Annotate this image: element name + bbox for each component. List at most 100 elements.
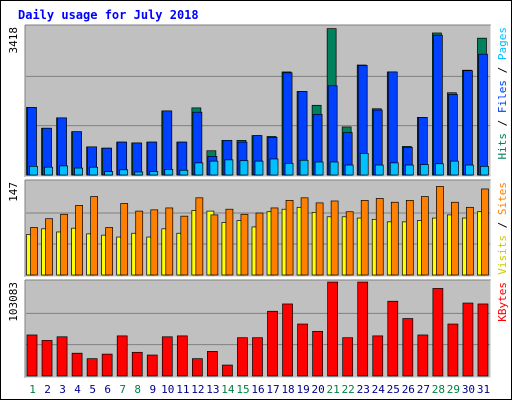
bar-pages (149, 171, 159, 176)
x-tick-label: 30 (462, 383, 475, 396)
x-tick-label: 17 (266, 383, 279, 396)
bar-sites (360, 199, 369, 276)
legend-separator: / (496, 215, 509, 235)
bar-pages (284, 162, 294, 176)
bar-kbytes (161, 336, 173, 377)
bar-sites (390, 201, 399, 276)
bar-sites (30, 227, 38, 276)
bar-pages (299, 159, 309, 176)
bar-sites (180, 215, 189, 276)
bar-sites (436, 186, 444, 276)
bar-pages (374, 164, 384, 176)
chart-panels: 3418 Hits / Files / Pages 147 Visits / Site… (7, 24, 509, 379)
x-tick-label: 21 (327, 383, 340, 396)
x-tick-label: 23 (357, 383, 370, 396)
bar-pages (29, 165, 38, 176)
legend-entry: Hits (496, 133, 509, 160)
bar-kbytes (252, 337, 263, 377)
bar-sites (375, 198, 384, 276)
bar-kbytes (146, 354, 158, 377)
bar-sites (135, 210, 144, 276)
x-tick-label: 29 (447, 383, 460, 396)
bar-kbytes (477, 303, 489, 377)
panel-legend: Hits / Files / Pages (496, 27, 509, 160)
y-max-label: 147 (7, 182, 20, 202)
bar-kbytes (41, 340, 53, 377)
bar-pages (194, 162, 204, 176)
legend-entry: Files (496, 80, 509, 113)
bar-pages (59, 165, 68, 176)
legend-entry: KBytes (496, 282, 509, 322)
x-tick-label: 9 (149, 383, 156, 396)
bar-sites (120, 203, 129, 276)
bar-pages (419, 164, 429, 176)
bar-sites (240, 213, 249, 276)
bar-pages (269, 158, 279, 176)
bar-files (387, 71, 398, 176)
bar-sites (195, 197, 204, 276)
bar-kbytes (417, 334, 429, 377)
bar-kbytes (192, 358, 203, 377)
x-tick-label: 1 (29, 383, 36, 396)
x-tick-label: 15 (236, 383, 249, 396)
bar-sites (345, 211, 354, 276)
bar-sites (451, 201, 459, 276)
panel-hits-files-pages: 3418 Hits / Files / Pages (7, 24, 509, 178)
bar-files (433, 34, 443, 176)
bar-kbytes (282, 303, 293, 377)
x-tick-label: 6 (104, 383, 111, 396)
bar-sites (255, 212, 264, 276)
bar-sites (270, 207, 279, 276)
bar-sites (60, 213, 68, 276)
bar-kbytes (312, 330, 323, 377)
bar-kbytes (462, 302, 474, 377)
bar-kbytes (297, 323, 308, 377)
bar-files (132, 142, 143, 176)
bar-pages (314, 161, 324, 176)
x-tick-label: 5 (89, 383, 96, 396)
bar-pages (104, 171, 114, 176)
x-tick-label: 22 (342, 383, 355, 396)
legend-separator: / (496, 113, 509, 133)
x-tick-label: 20 (312, 383, 325, 396)
bar-kbytes (56, 336, 68, 377)
bar-sites (300, 197, 309, 276)
bar-pages (480, 165, 489, 176)
bar-kbytes (116, 335, 128, 377)
bar-sites (105, 227, 114, 276)
x-tick-label: 28 (432, 383, 445, 396)
bar-pages (359, 152, 369, 176)
bar-pages (344, 164, 354, 176)
bar-files (147, 141, 158, 176)
legend-separator: / (496, 60, 509, 80)
x-tick-label: 8 (134, 383, 141, 396)
bar-sites (315, 202, 324, 276)
bar-kbytes (357, 281, 369, 377)
bar-kbytes (131, 351, 143, 377)
bar-files (162, 110, 173, 176)
x-tick-label: 26 (402, 383, 415, 396)
bar-pages (89, 166, 98, 176)
bar-pages (179, 169, 189, 176)
x-tick-label: 18 (281, 383, 294, 396)
bar-kbytes (71, 352, 83, 377)
bar-pages (465, 164, 474, 176)
bar-sites (45, 218, 53, 276)
bar-kbytes (86, 358, 98, 377)
bar-kbytes (402, 318, 414, 377)
bar-sites (90, 196, 98, 276)
bar-pages (389, 162, 399, 176)
y-max-label: 103083 (7, 282, 20, 322)
bar-pages (239, 160, 249, 176)
bar-kbytes (387, 300, 399, 377)
bar-pages (404, 164, 414, 176)
bar-pages (209, 160, 219, 176)
x-tick-label: 12 (191, 383, 204, 396)
x-tick-label: 27 (417, 383, 430, 396)
bar-sites (225, 208, 234, 276)
bar-sites (420, 196, 429, 276)
x-tick-label: 11 (176, 383, 189, 396)
bar-pages (329, 161, 339, 176)
bar-sites (330, 200, 339, 276)
